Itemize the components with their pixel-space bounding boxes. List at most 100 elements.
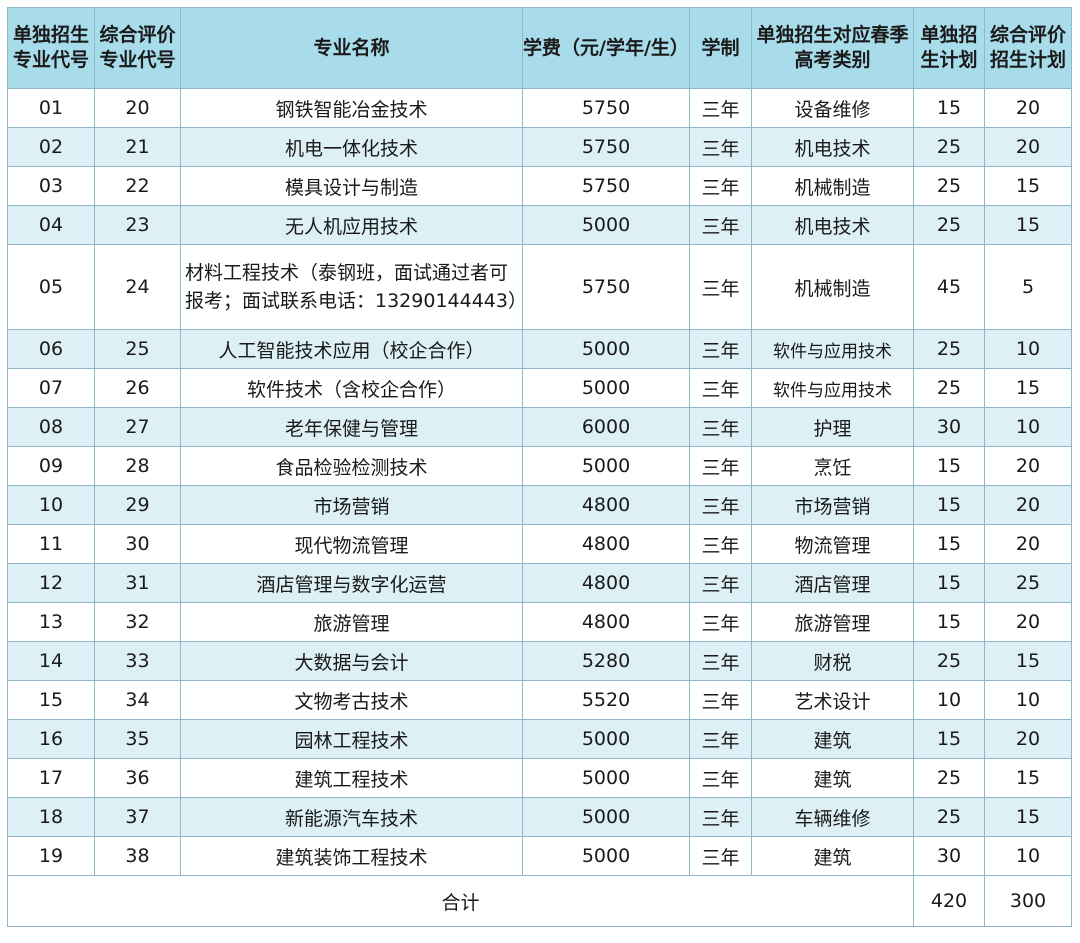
table-row: 03 22 模具设计与制造 5750 三年 机械制造 25 15 [7, 166, 1072, 206]
cell-category: 建筑 [751, 836, 914, 876]
cell-code2: 21 [94, 127, 181, 167]
cell-years: 三年 [689, 836, 752, 876]
cell-plan2: 20 [984, 127, 1072, 167]
cell-plan1: 30 [913, 407, 985, 447]
cell-code1: 03 [7, 166, 95, 206]
cell-code2: 37 [94, 797, 181, 837]
cell-category: 建筑 [751, 719, 914, 759]
table-body: 01 20 钢铁智能冶金技术 5750 三年 设备维修 15 20 02 21 机电一体化技术 575… [7, 88, 1072, 876]
table-row: 11 30 现代物流管理 4800 三年 物流管理 15 20 [7, 524, 1072, 564]
cell-plan2: 20 [984, 485, 1072, 525]
cell-fee: 5000 [522, 836, 690, 876]
cell-years: 三年 [689, 563, 752, 603]
cell-plan1: 15 [913, 485, 985, 525]
cell-years: 三年 [689, 368, 752, 408]
cell-category: 建筑 [751, 758, 914, 798]
cell-code1: 07 [7, 368, 95, 408]
header-plan1: 单独招生计划 [913, 7, 985, 89]
cell-plan2: 20 [984, 88, 1072, 128]
table-row: 18 37 新能源汽车技术 5000 三年 车辆维修 25 15 [7, 797, 1072, 837]
table-row: 05 24 材料工程技术（泰钢班，面试通过者可报考；面试联系电话：132901444… [7, 244, 1072, 330]
cell-code1: 04 [7, 205, 95, 245]
cell-name: 模具设计与制造 [180, 166, 523, 206]
cell-code2: 30 [94, 524, 181, 564]
cell-code2: 34 [94, 680, 181, 720]
cell-fee: 5750 [522, 127, 690, 167]
cell-code1: 08 [7, 407, 95, 447]
cell-category: 艺术设计 [751, 680, 914, 720]
table-row: 01 20 钢铁智能冶金技术 5750 三年 设备维修 15 20 [7, 88, 1072, 128]
cell-code2: 23 [94, 205, 181, 245]
cell-plan2: 20 [984, 602, 1072, 642]
cell-plan2: 15 [984, 641, 1072, 681]
cell-years: 三年 [689, 127, 752, 167]
cell-name: 文物考古技术 [180, 680, 523, 720]
cell-code2: 36 [94, 758, 181, 798]
cell-plan2: 20 [984, 524, 1072, 564]
cell-plan2: 10 [984, 407, 1072, 447]
cell-name: 旅游管理 [180, 602, 523, 642]
cell-code2: 38 [94, 836, 181, 876]
cell-plan2: 10 [984, 836, 1072, 876]
header-plan2: 综合评价招生计划 [984, 7, 1072, 89]
cell-plan2: 20 [984, 719, 1072, 759]
table-row: 16 35 园林工程技术 5000 三年 建筑 15 20 [7, 719, 1072, 759]
cell-name: 机电一体化技术 [180, 127, 523, 167]
cell-category: 车辆维修 [751, 797, 914, 837]
cell-fee: 5520 [522, 680, 690, 720]
cell-category: 酒店管理 [751, 563, 914, 603]
header-years: 学制 [689, 7, 752, 89]
cell-code1: 10 [7, 485, 95, 525]
cell-name: 钢铁智能冶金技术 [180, 88, 523, 128]
table-row: 14 33 大数据与会计 5280 三年 财税 25 15 [7, 641, 1072, 681]
cell-category: 机械制造 [751, 166, 914, 206]
cell-fee: 5000 [522, 446, 690, 486]
cell-plan2: 15 [984, 758, 1072, 798]
table-row: 19 38 建筑装饰工程技术 5000 三年 建筑 30 10 [7, 836, 1072, 876]
cell-plan2: 20 [984, 446, 1072, 486]
cell-name: 酒店管理与数字化运营 [180, 563, 523, 603]
cell-plan2: 15 [984, 797, 1072, 837]
cell-years: 三年 [689, 719, 752, 759]
cell-name: 人工智能技术应用（校企合作） [180, 329, 523, 369]
cell-fee: 5750 [522, 166, 690, 206]
cell-fee: 5750 [522, 88, 690, 128]
cell-plan1: 25 [913, 329, 985, 369]
cell-code1: 12 [7, 563, 95, 603]
cell-fee: 4800 [522, 524, 690, 564]
cell-fee: 5000 [522, 719, 690, 759]
cell-plan1: 15 [913, 719, 985, 759]
cell-category: 护理 [751, 407, 914, 447]
cell-code2: 29 [94, 485, 181, 525]
cell-code1: 19 [7, 836, 95, 876]
cell-category: 软件与应用技术 [751, 329, 914, 369]
cell-code1: 09 [7, 446, 95, 486]
cell-plan1: 25 [913, 641, 985, 681]
enrollment-table: 单独招生专业代号 综合评价专业代号 专业名称 学费（元/学年/生） 学制 单独招… [7, 7, 1072, 927]
cell-plan1: 15 [913, 446, 985, 486]
cell-plan1: 15 [913, 602, 985, 642]
table-row: 15 34 文物考古技术 5520 三年 艺术设计 10 10 [7, 680, 1072, 720]
cell-code1: 06 [7, 329, 95, 369]
cell-plan2: 25 [984, 563, 1072, 603]
cell-category: 财税 [751, 641, 914, 681]
cell-years: 三年 [689, 485, 752, 525]
table-row: 07 26 软件技术（含校企合作） 5000 三年 软件与应用技术 25 15 [7, 368, 1072, 408]
cell-years: 三年 [689, 641, 752, 681]
cell-name: 无人机应用技术 [180, 205, 523, 245]
cell-category: 软件与应用技术 [751, 368, 914, 408]
header-category: 单独招生对应春季高考类别 [751, 7, 914, 89]
cell-category: 机械制造 [751, 244, 914, 330]
cell-category: 物流管理 [751, 524, 914, 564]
cell-plan2: 5 [984, 244, 1072, 330]
cell-category: 机电技术 [751, 127, 914, 167]
table-row: 13 32 旅游管理 4800 三年 旅游管理 15 20 [7, 602, 1072, 642]
cell-code2: 28 [94, 446, 181, 486]
cell-fee: 5280 [522, 641, 690, 681]
cell-name: 软件技术（含校企合作） [180, 368, 523, 408]
cell-name: 材料工程技术（泰钢班，面试通过者可报考；面试联系电话：13290144443） [180, 244, 523, 330]
header-row: 单独招生专业代号 综合评价专业代号 专业名称 学费（元/学年/生） 学制 单独招… [7, 7, 1072, 89]
table-row: 04 23 无人机应用技术 5000 三年 机电技术 25 15 [7, 205, 1072, 245]
cell-fee: 5750 [522, 244, 690, 330]
header-fee: 学费（元/学年/生） [522, 7, 690, 89]
